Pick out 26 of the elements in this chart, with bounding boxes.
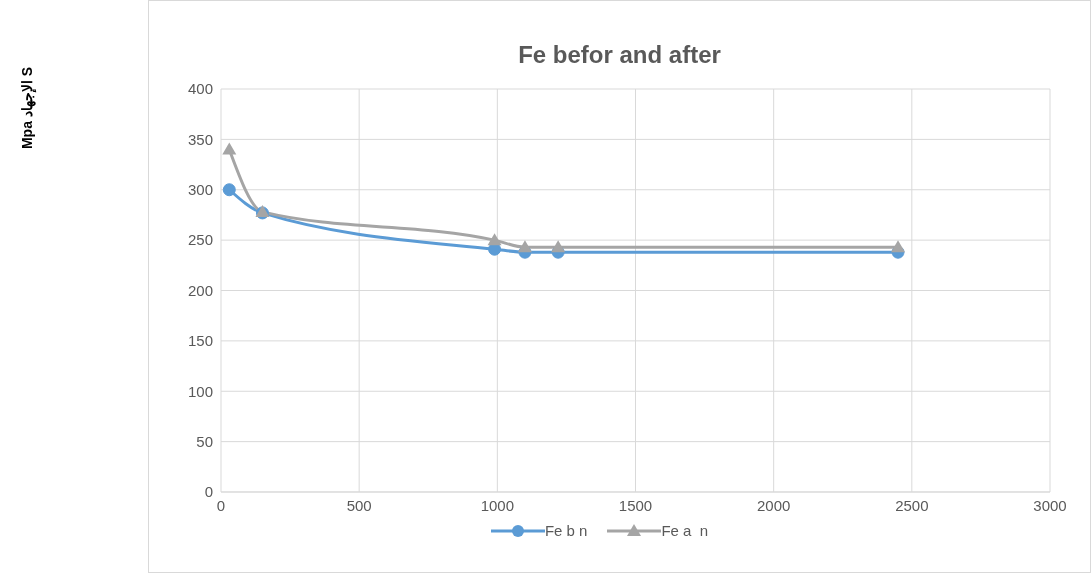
x-tick-label: 1500 [618,496,653,514]
chart-title: Fe befor and after [517,41,722,69]
x-tick-label: 1000 [480,496,515,514]
y-tick-label: 300 [187,181,213,199]
point [517,240,532,253]
point [222,183,236,197]
y-tick-label: 50 [196,432,213,450]
y-tick-label: 0 [204,483,213,501]
x-tick-label: 0 [216,496,226,514]
point [487,233,502,246]
x-tick-label: 2500 [895,496,929,514]
y-tick-label: 150 [187,332,213,350]
y-tick-label: 350 [187,130,213,148]
point [222,142,237,155]
y-tick-label: 400 [187,80,213,98]
y-tick-label: 100 [187,382,213,400]
point [891,240,906,253]
y-tick-label: 250 [187,231,213,249]
x-tick-label: 500 [346,496,372,514]
text: Mpa الإجهاد S [19,66,35,150]
x-tick-label: 2000 [756,496,791,514]
legend-label: Fe b n [544,522,588,539]
y-tick-label: 200 [187,281,213,299]
legend-label: Fe a n [661,522,709,539]
x-tick-label: 3000 [1033,496,1067,514]
point [551,240,566,253]
